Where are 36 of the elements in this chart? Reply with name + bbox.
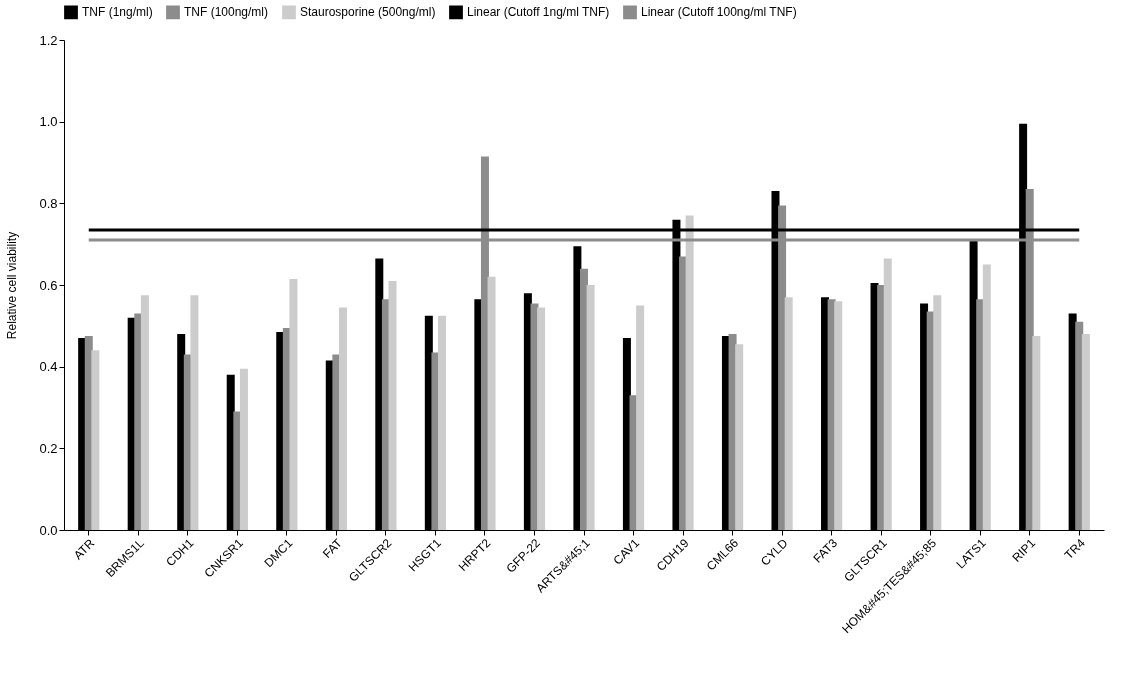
bar [289,278,298,530]
legend-label: Staurosporine (500ng/ml) [300,5,436,20]
y-tick-label: 0.0 [39,522,58,538]
bar [91,350,100,530]
legend-label: Linear (Cutoff 100ng/ml TNF) [641,5,797,20]
y-tick-label: 1.2 [39,32,58,48]
legend-label: TNF (100ng/ml) [184,5,269,20]
y-tick-label: 1.0 [39,114,58,130]
y-axis-title: Relative cell viability [5,231,20,340]
bar [834,301,843,530]
y-tick-label: 0.2 [39,440,58,456]
bar [1032,336,1041,530]
bar [190,295,199,530]
bar [636,305,645,530]
bar [685,215,694,530]
x-tick-label: TR4 [1061,535,1088,563]
bar [487,276,496,530]
bar [388,280,397,530]
bar [239,368,248,530]
bar [933,295,942,530]
bar [537,307,546,530]
bar [735,344,744,530]
x-tick-label: FAT [320,535,346,561]
legend-label: TNF (1ng/ml) [82,5,153,20]
y-tick-label: 0.4 [39,359,58,375]
bar [1081,334,1090,530]
y-tick-label: 0.6 [39,277,58,293]
bar [438,315,447,530]
bar [784,297,793,530]
bar [338,307,347,530]
bar [982,264,991,530]
bar [140,295,149,530]
y-tick-label: 0.8 [39,195,58,211]
bar [586,285,595,530]
bar [883,258,892,530]
legend-label: Linear (Cutoff 1ng/ml TNF) [467,5,610,20]
